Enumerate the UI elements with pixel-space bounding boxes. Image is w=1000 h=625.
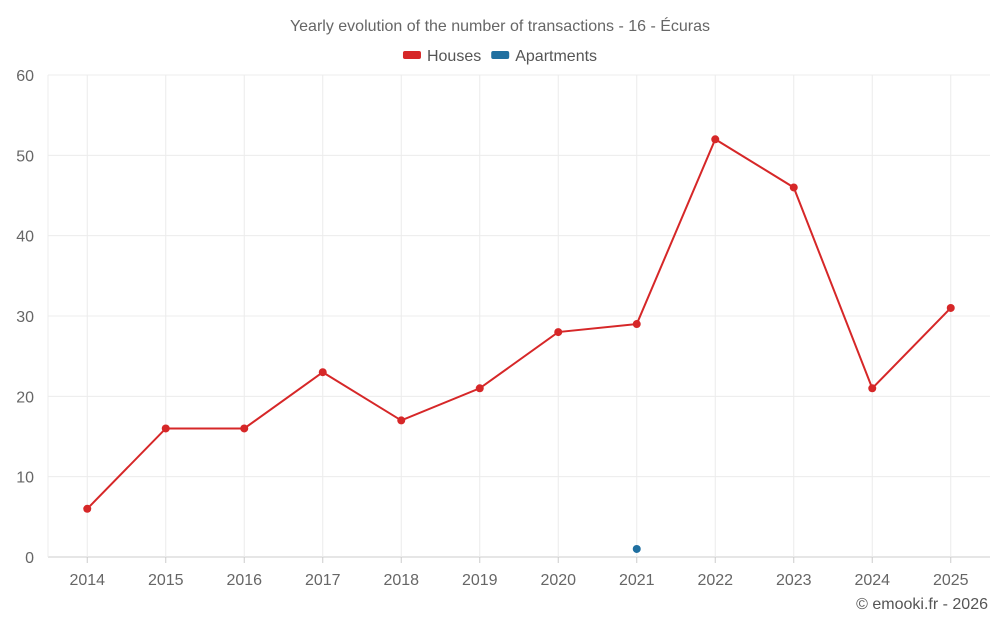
- data-point: [240, 424, 249, 433]
- x-tick-label: 2018: [383, 572, 419, 589]
- legend-swatch: [402, 51, 421, 59]
- data-point: [397, 416, 406, 425]
- data-point: [161, 424, 170, 433]
- series-apartments: [632, 544, 641, 553]
- y-tick-label: 0: [25, 550, 34, 567]
- x-tick-label: 2017: [305, 572, 341, 589]
- data-point: [632, 320, 641, 329]
- data-point: [868, 384, 877, 393]
- data-point: [946, 303, 955, 312]
- x-tick-label: 2020: [540, 572, 576, 589]
- x-tick-label: 2024: [854, 572, 890, 589]
- y-tick-label: 50: [16, 148, 34, 165]
- credit-text: © emooki.fr - 2026: [856, 596, 988, 613]
- data-point: [632, 544, 641, 553]
- legend: Houses Apartments: [402, 48, 597, 65]
- x-tick-label: 2022: [697, 572, 733, 589]
- x-tick-label: 2023: [776, 572, 812, 589]
- y-tick-label: 20: [16, 389, 34, 406]
- legend-item-apartments: Apartments: [491, 48, 597, 65]
- data-point: [711, 135, 720, 144]
- data-point: [475, 384, 484, 393]
- series-houses: [83, 135, 955, 513]
- x-tick-label: 2021: [619, 572, 655, 589]
- y-axis: 0 10 20 30 40 50 60: [16, 68, 34, 567]
- grid-lines: [47, 74, 990, 563]
- x-tick-label: 2014: [69, 572, 105, 589]
- y-tick-label: 40: [16, 229, 34, 246]
- x-tick-label: 2019: [462, 572, 498, 589]
- x-axis: 2014 2015 2016 2017 2018 2019 2020 2021 2022 2023…: [69, 572, 968, 589]
- data-point: [318, 368, 327, 377]
- data-point: [83, 504, 92, 513]
- x-tick-label: 2025: [933, 572, 969, 589]
- data-point: [554, 328, 563, 337]
- x-tick-label: 2015: [148, 572, 184, 589]
- legend-label: Apartments: [515, 48, 597, 65]
- legend-swatch: [491, 51, 510, 59]
- y-tick-label: 30: [16, 309, 34, 326]
- y-tick-label: 60: [16, 68, 34, 85]
- legend-label: Houses: [427, 48, 481, 65]
- series-line: [86, 137, 952, 510]
- y-tick-label: 10: [16, 470, 34, 487]
- series-layer: [83, 135, 955, 553]
- legend-item-houses: Houses: [402, 48, 481, 65]
- chart-title: Yearly evolution of the number of transa…: [290, 16, 710, 35]
- x-tick-label: 2016: [226, 572, 262, 589]
- data-point: [789, 183, 798, 192]
